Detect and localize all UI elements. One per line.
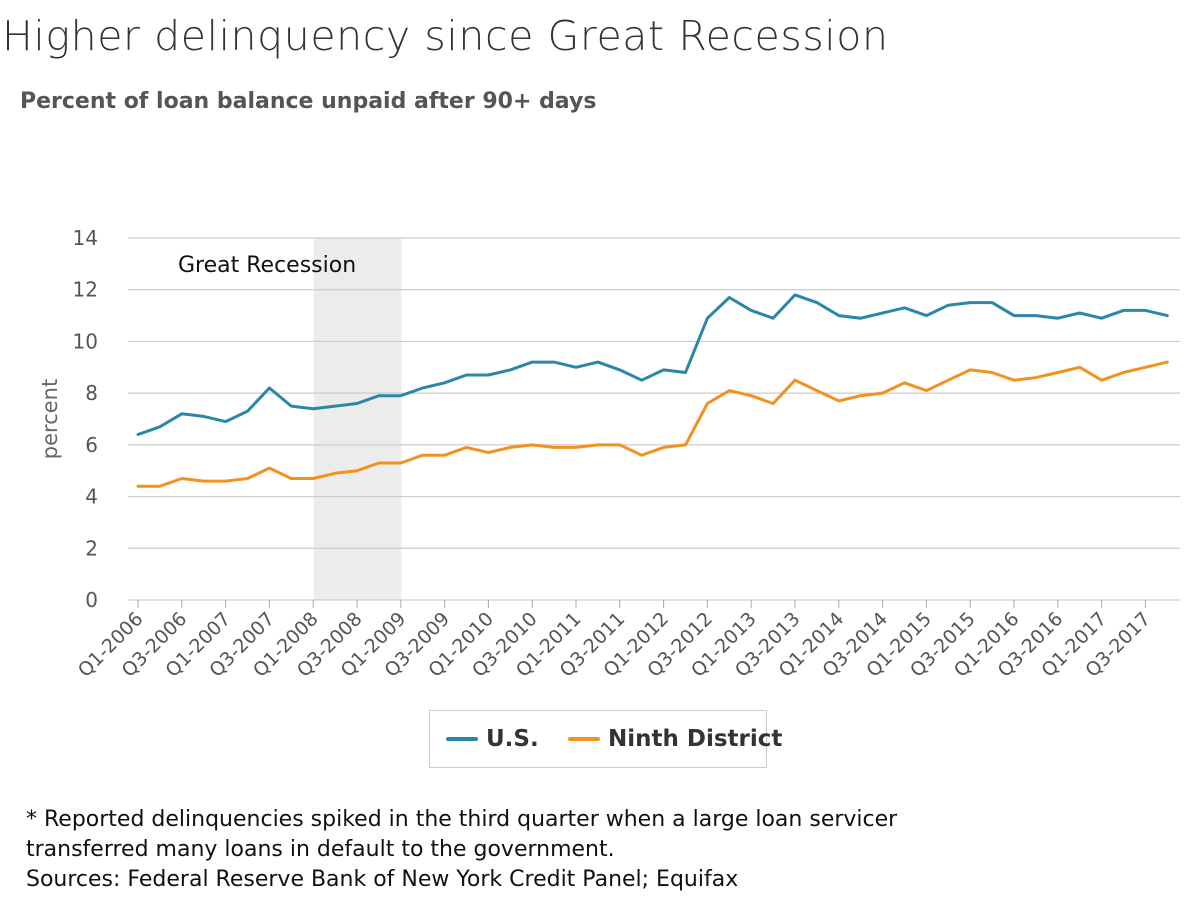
legend-item-ninth-district[interactable]: Ninth District (568, 725, 782, 753)
y-tick-label: 14 (73, 226, 98, 250)
y-tick-label: 4 (85, 485, 98, 509)
legend-label-us: U.S. (486, 726, 539, 752)
legend: U.S. Ninth District (429, 710, 782, 768)
legend-swatch-us (446, 737, 478, 741)
y-tick-label: 8 (85, 381, 98, 405)
line-chart: Great Recession02468101214percentQ1-2006… (38, 226, 1180, 682)
footnotes: * Reported delinquencies spiked in the t… (26, 805, 897, 895)
y-axis-label: percent (38, 379, 62, 459)
recession-label: Great Recession (178, 253, 356, 278)
y-tick-label: 6 (85, 433, 98, 457)
y-tick-label: 12 (73, 278, 98, 302)
chart-title: Higher delinquency since Great Recession (2, 12, 889, 60)
legend-swatch-ninth-district (568, 737, 600, 741)
footnote-line: transferred many loans in default to the… (26, 837, 615, 862)
series-line-ninth-district (136, 360, 1169, 488)
legend-label-ninth-district: Ninth District (608, 726, 783, 752)
source-note: Sources: Federal Reserve Bank of New Yor… (26, 867, 739, 892)
y-tick-label: 10 (73, 329, 98, 353)
y-tick-label: 0 (85, 588, 98, 612)
chart-subtitle: Percent of loan balance unpaid after 90+… (20, 89, 597, 114)
footnote-line: * Reported delinquencies spiked in the t… (26, 807, 898, 832)
legend-item-us[interactable]: U.S. (446, 725, 539, 753)
y-tick-label: 2 (85, 536, 98, 560)
series-line-us (136, 293, 1169, 436)
recession-band (313, 238, 402, 600)
